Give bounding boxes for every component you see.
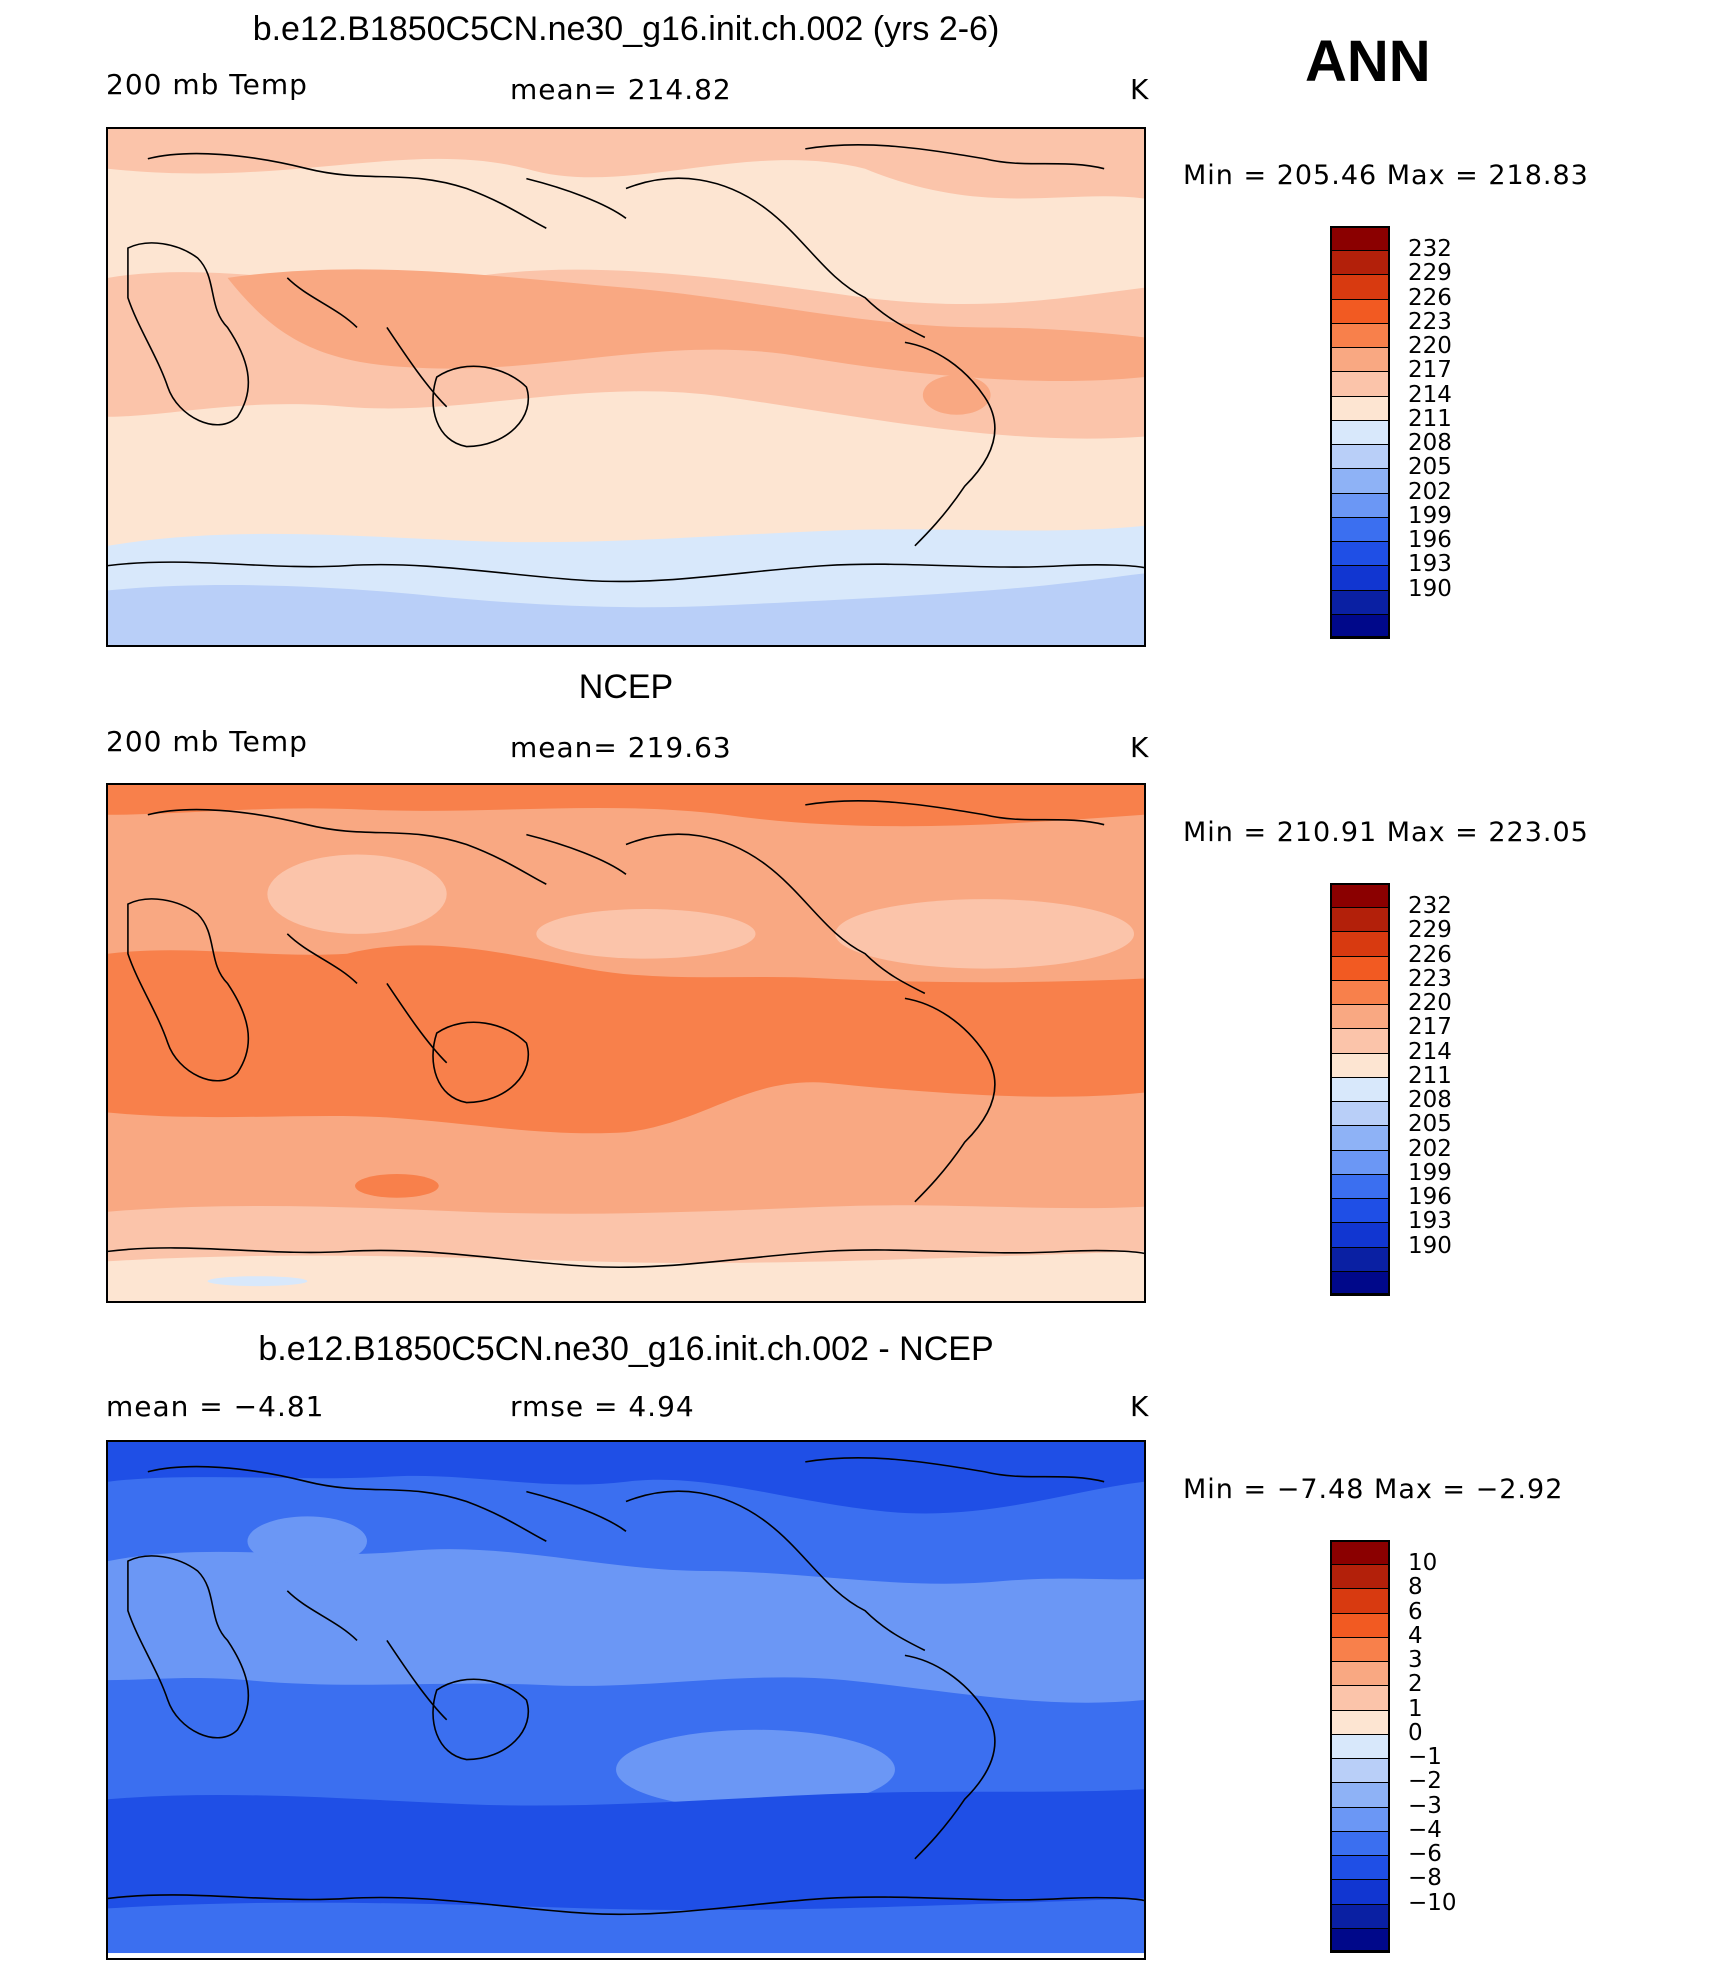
colorbar-tick-label: 223 <box>1408 308 1452 335</box>
colorbar-tick-label: 196 <box>1408 527 1452 554</box>
colorbar-tick-label: 214 <box>1408 381 1452 408</box>
colorbar-tick-label: 226 <box>1408 284 1452 311</box>
colorbar-tick-label: 196 <box>1408 1184 1452 1211</box>
panel3-mean-label: mean = −4.81 <box>106 1390 325 1423</box>
colorbar-tick-label: −4 <box>1408 1816 1442 1843</box>
season-label: ANN <box>1305 29 1431 94</box>
colorbar-tick-label: 217 <box>1408 1014 1452 1041</box>
colorbar-frame <box>1330 226 1390 638</box>
colorbar-tick-label: 199 <box>1408 1159 1452 1186</box>
colorbar-tick-label: 8 <box>1408 1574 1423 1601</box>
panel1-units: K <box>1130 73 1150 106</box>
colorbar-frame <box>1330 883 1390 1295</box>
panel1-title: b.e12.B1850C5CN.ne30_g16.init.ch.002 (yr… <box>252 10 1000 48</box>
colorbar-tick-label: 220 <box>1408 333 1452 360</box>
colorbar-tick-label: 1 <box>1408 1695 1423 1722</box>
colorbar-tick-label: 193 <box>1408 551 1452 578</box>
panel2-colorbar: 232 229 226 223 220 217 214 211 208 205 202 199 196 1… <box>1330 883 1452 1296</box>
colorbar-swatch <box>1330 274 1390 300</box>
panel3-colorbar: 10 8 6 4 3 2 1 0 −1 −2 −3 −4 −6 −8 −10 <box>1330 1540 1457 1953</box>
colorbar-tick-label: 232 <box>1408 893 1452 920</box>
colorbar-tick-label: 205 <box>1408 1111 1452 1138</box>
colorbar-tick-label: 202 <box>1408 1135 1452 1162</box>
colorbar-tick-label: 208 <box>1408 1087 1452 1114</box>
colorbar-tick-label: −3 <box>1408 1792 1442 1819</box>
colorbar-tick-label: 214 <box>1408 1038 1452 1065</box>
colorbar-tick-label: 229 <box>1408 917 1452 944</box>
panel1-variable-label: 200 mb Temp <box>106 68 308 101</box>
panel1-mean-label: mean= 214.82 <box>510 73 732 106</box>
panel3-title: b.e12.B1850C5CN.ne30_g16.init.ch.002 - N… <box>258 1330 994 1368</box>
colorbar-swatch <box>1330 1758 1390 1784</box>
colorbar-swatch <box>1330 1636 1390 1663</box>
colorbar-tick-label: −6 <box>1408 1841 1442 1868</box>
colorbar-swatch <box>1330 1222 1390 1248</box>
colorbar-swatch <box>1330 1004 1390 1030</box>
colorbar-swatch <box>1330 1927 1390 1953</box>
colorbar-tick-label: −10 <box>1408 1889 1457 1916</box>
colorbar-tick-label: 229 <box>1408 260 1452 287</box>
panel1-map <box>106 127 1146 647</box>
panel3-units: K <box>1130 1390 1150 1423</box>
colorbar-tick-label: 211 <box>1408 405 1452 432</box>
colorbar-tick-label: 211 <box>1408 1062 1452 1089</box>
colorbar-tick-label: 217 <box>1408 357 1452 384</box>
colorbar-tick-label: 6 <box>1408 1598 1423 1625</box>
colorbar-tick-label: 2 <box>1408 1671 1423 1698</box>
colorbar-tick-label: −8 <box>1408 1865 1442 1892</box>
colorbar-tick-label: 220 <box>1408 990 1452 1017</box>
colorbar-swatch <box>1330 565 1390 591</box>
colorbar-swatch <box>1330 371 1390 397</box>
colorbar-tick-label: 208 <box>1408 430 1452 457</box>
colorbar-swatch <box>1330 1052 1390 1078</box>
colorbar-tick-label: 0 <box>1408 1719 1423 1746</box>
colorbar-tick-label: 223 <box>1408 965 1452 992</box>
colorbar-swatch <box>1330 589 1390 615</box>
panel3-rmse-label: rmse = 4.94 <box>510 1390 695 1423</box>
panel2-units: K <box>1130 731 1150 764</box>
colorbar-swatch <box>1330 613 1390 639</box>
panel2-title: NCEP <box>578 668 674 706</box>
colorbar-tick-label: 190 <box>1408 575 1452 602</box>
colorbar-swatch <box>1330 1879 1390 1905</box>
colorbar-tick-label: 190 <box>1408 1232 1452 1259</box>
colorbar-swatch <box>1330 1198 1390 1224</box>
colorbar-swatch <box>1330 419 1390 446</box>
colorbar-tick-label: 193 <box>1408 1208 1452 1235</box>
colorbar-tick-label: 4 <box>1408 1622 1423 1649</box>
colorbar-tick-label: 199 <box>1408 502 1452 529</box>
panel2-minmax: Min = 210.91 Max = 223.05 <box>1183 817 1589 848</box>
colorbar-tick-label: 232 <box>1408 236 1452 263</box>
panel3-minmax: Min = −7.48 Max = −2.92 <box>1183 1474 1564 1505</box>
colorbar-tick-label: 205 <box>1408 454 1452 481</box>
panel1-colorbar: 232 229 226 223 220 217 214 211 208 205 202 199 196 1… <box>1330 226 1452 639</box>
panel2-map <box>106 783 1146 1303</box>
colorbar-swatch <box>1330 1564 1390 1590</box>
colorbar-tick-label: 202 <box>1408 478 1452 505</box>
colorbar-tick-label: 10 <box>1408 1550 1438 1577</box>
panel3-map <box>106 1440 1146 1960</box>
panel1-minmax: Min = 205.46 Max = 218.83 <box>1183 160 1589 191</box>
colorbar-frame <box>1330 1540 1390 1952</box>
colorbar-tick-label: 226 <box>1408 941 1452 968</box>
colorbar-swatch <box>1330 516 1390 543</box>
colorbar-swatch <box>1330 1173 1390 1200</box>
colorbar-swatch <box>1330 492 1390 518</box>
colorbar-tick-label: −1 <box>1408 1744 1442 1771</box>
panel2-mean-label: mean= 219.63 <box>510 731 732 764</box>
colorbar-tick-label: 3 <box>1408 1647 1423 1674</box>
colorbar-tick-label: −2 <box>1408 1768 1442 1795</box>
panel2-variable-label: 200 mb Temp <box>106 725 308 758</box>
